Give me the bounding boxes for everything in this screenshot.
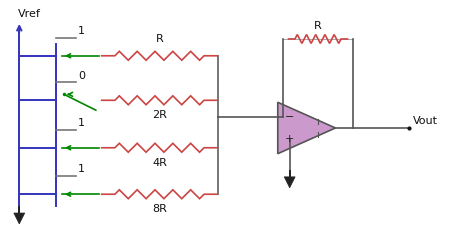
Text: 8R: 8R: [152, 204, 167, 214]
Polygon shape: [278, 102, 336, 154]
Text: Vref: Vref: [18, 9, 41, 19]
Text: 1: 1: [78, 26, 85, 36]
Text: −: −: [285, 112, 294, 122]
Text: 1: 1: [78, 165, 85, 174]
Text: 2R: 2R: [152, 110, 167, 120]
Text: R: R: [155, 34, 164, 44]
Text: 4R: 4R: [152, 158, 167, 168]
Text: Vout: Vout: [413, 116, 438, 126]
Text: +: +: [285, 134, 294, 144]
Polygon shape: [14, 213, 25, 224]
Text: R: R: [314, 21, 322, 31]
Text: 1: 1: [78, 118, 85, 128]
Polygon shape: [284, 177, 295, 188]
Text: 0: 0: [78, 71, 85, 80]
